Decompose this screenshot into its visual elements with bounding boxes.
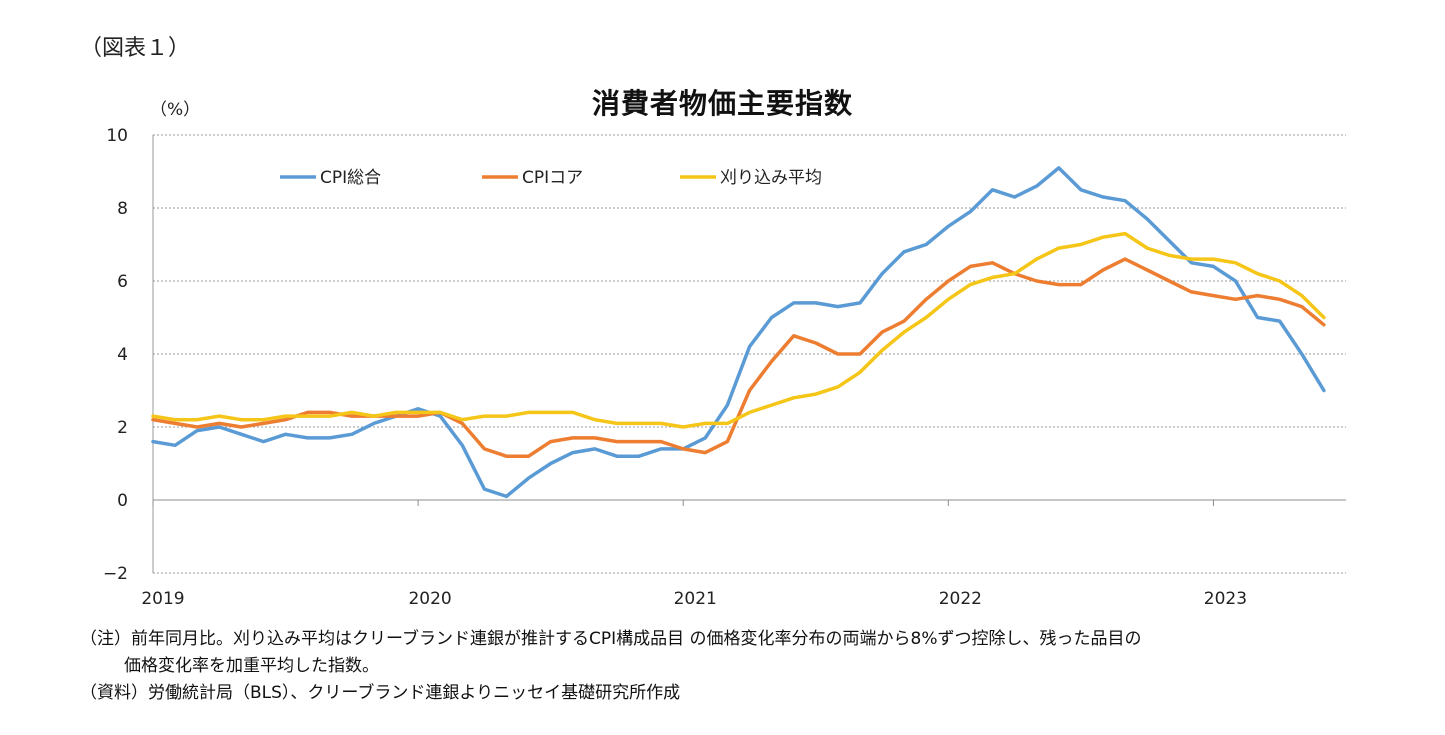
y-tick-label: −2 (103, 564, 128, 584)
series-line-3 (151, 231, 1326, 429)
y-tick-label: 10 (106, 126, 128, 146)
y-tick-label: 6 (117, 272, 128, 292)
x-tick-label: 2023 (1204, 589, 1247, 609)
y-tick-label: 0 (117, 491, 128, 511)
legend-label: CPI総合 (320, 168, 381, 188)
note-line-3: （資料）労働統計局（BLS）、クリーブランド連銀よりニッセイ基礎研究所作成 (80, 683, 681, 703)
x-tick-label: 2021 (674, 589, 717, 609)
series-line-1 (151, 166, 1326, 499)
x-tick-label: 2020 (408, 589, 451, 609)
note-line-1: （注）前年同月比。刈り込み平均はクリーブランド連銀が推計するCPI構成品目 の価… (80, 629, 1142, 649)
y-tick-label: 2 (117, 418, 128, 438)
y-tick-label: 4 (117, 345, 128, 365)
footnotes: （注）前年同月比。刈り込み平均はクリーブランド連銀が推計するCPI構成品目 の価… (80, 626, 1142, 707)
chart-title: 消費者物価主要指数 (591, 87, 853, 120)
legend-label: 刈り込み平均 (720, 168, 822, 188)
x-tick-label: 2019 (141, 589, 184, 609)
legend-label: CPIコア (522, 168, 583, 188)
y-tick-label: 8 (117, 199, 128, 219)
y-axis-unit-label: （%） (150, 100, 200, 120)
note-line-2: 価格変化率を加重平均した指数。 (124, 656, 379, 676)
x-tick-label: 2022 (939, 589, 982, 609)
figure-label: （図表１） (80, 36, 191, 61)
line-chart: −2 0 2 4 6 8 10 2019 2020 2021 2022 2023 CPI総合 CPIコア… (103, 100, 1346, 609)
